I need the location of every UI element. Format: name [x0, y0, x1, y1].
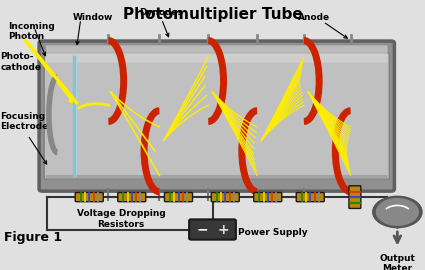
Text: Focusing
Electrode: Focusing Electrode — [0, 112, 49, 131]
Circle shape — [377, 199, 418, 225]
FancyBboxPatch shape — [189, 219, 236, 240]
Text: Figure 1: Figure 1 — [4, 231, 62, 244]
FancyBboxPatch shape — [39, 41, 394, 191]
FancyBboxPatch shape — [164, 193, 193, 202]
Text: Voltage Dropping
Resistors: Voltage Dropping Resistors — [77, 209, 165, 229]
Text: Dynodes: Dynodes — [139, 8, 184, 17]
Text: −: − — [196, 222, 208, 237]
FancyBboxPatch shape — [254, 193, 282, 202]
FancyBboxPatch shape — [349, 186, 361, 208]
Text: Anode: Anode — [298, 14, 331, 22]
Text: Photo-
cathode: Photo- cathode — [0, 52, 41, 72]
FancyBboxPatch shape — [46, 45, 388, 63]
Text: Photomultiplier Tube: Photomultiplier Tube — [123, 7, 302, 22]
FancyBboxPatch shape — [211, 193, 239, 202]
FancyBboxPatch shape — [118, 193, 146, 202]
FancyBboxPatch shape — [44, 53, 389, 179]
FancyBboxPatch shape — [46, 175, 388, 187]
FancyBboxPatch shape — [75, 193, 103, 202]
Text: +: + — [217, 222, 229, 237]
Text: Window: Window — [72, 14, 113, 22]
Text: Output
Meter: Output Meter — [380, 254, 415, 270]
Circle shape — [373, 196, 422, 228]
FancyBboxPatch shape — [296, 193, 324, 202]
Text: Incoming
Photon: Incoming Photon — [8, 22, 55, 41]
Text: Power Supply: Power Supply — [238, 228, 308, 237]
